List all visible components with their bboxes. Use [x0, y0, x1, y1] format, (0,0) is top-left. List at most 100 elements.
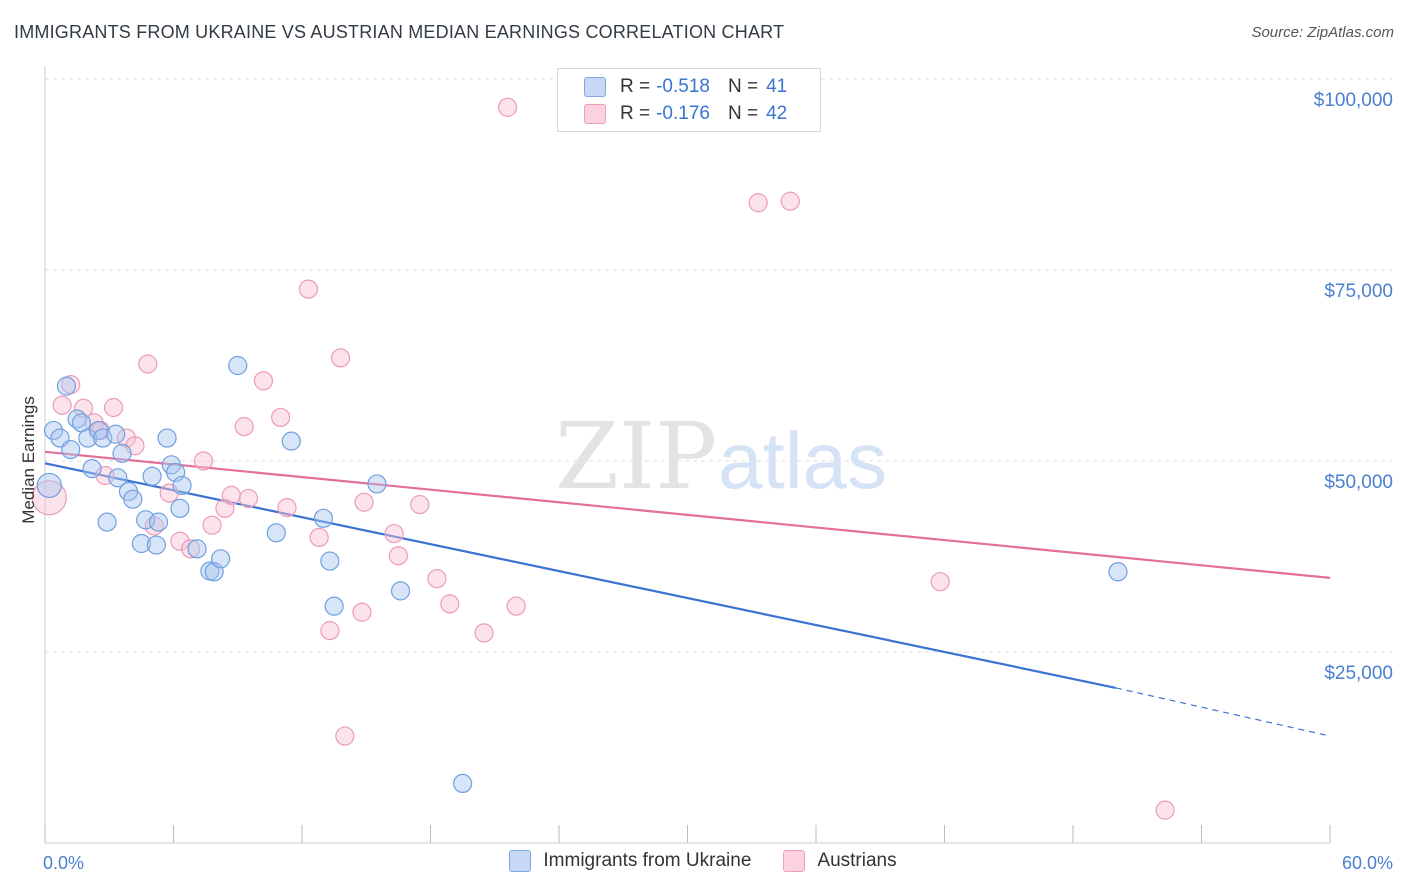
point-ukraine [146, 535, 166, 555]
point-ukraine [320, 551, 340, 571]
point-austrians [298, 279, 319, 299]
point-ukraine [211, 549, 231, 569]
point-ukraine [266, 523, 286, 543]
point-austrians [330, 348, 351, 368]
legend-swatch-ukraine [584, 77, 606, 97]
point-austrians [138, 354, 158, 374]
axes: $25,000 $50,000 $75,000 $100,000 0.0% 60.0% [43, 66, 1393, 873]
legend-n-value: 42 [766, 103, 788, 124]
point-austrians [52, 395, 72, 415]
point-ukraine [123, 489, 143, 509]
trend-line-austrians [44, 450, 1331, 579]
point-austrians [277, 498, 297, 518]
legend-r-value: -0.176 [656, 103, 710, 124]
legend-item-ukraine: Immigrants from Ukraine [509, 850, 751, 872]
legend-name-ukraine: Immigrants from Ukraine [543, 850, 752, 871]
point-ukraine [390, 581, 411, 601]
legend-name-austrians: Austrians [817, 850, 897, 871]
point-ukraine [142, 466, 162, 486]
legend-swatch-austrians [783, 850, 806, 872]
point-austrians [73, 398, 94, 418]
legend-r-value: -0.518 [656, 76, 710, 97]
legend-row-austrians: R = -0.176 N = 42 [558, 101, 787, 127]
point-austrians [474, 623, 494, 643]
legend-swatch-ukraine [509, 850, 532, 872]
watermark: ZIP atlas [555, 403, 887, 510]
point-ukraine [56, 376, 77, 396]
point-ukraine [36, 472, 62, 499]
legend-item-austrians: Austrians [783, 850, 897, 872]
legend-r-label: R = [620, 103, 651, 124]
point-austrians [498, 97, 518, 117]
chart-title: IMMIGRANTS FROM UKRAINE VS AUSTRIAN MEDI… [14, 22, 785, 42]
point-ukraine [281, 431, 301, 451]
point-austrians [335, 726, 355, 746]
point-ukraine [78, 428, 98, 448]
point-austrians [930, 572, 950, 592]
point-austrians [309, 527, 329, 548]
point-ukraine [82, 459, 102, 479]
point-ukraine [170, 498, 190, 518]
point-ukraine [228, 355, 248, 376]
point-ukraine [367, 474, 387, 494]
legend-r-label: R = [620, 76, 651, 97]
y-tick-label: $75,000 [1324, 281, 1393, 302]
point-austrians [320, 621, 340, 641]
x-tick-label: 0.0% [43, 853, 84, 873]
point-ukraine [131, 533, 151, 554]
y-tick-label: $100,000 [1314, 90, 1393, 111]
point-austrians [388, 546, 408, 566]
x-tick-label: 60.0% [1342, 853, 1393, 873]
data-points [31, 97, 1175, 820]
y-axis-label: Median Earnings [19, 396, 38, 524]
point-austrians [181, 539, 201, 559]
legend-row-ukraine: R = -0.518 N = 41 [558, 74, 787, 100]
legend-n-label: N = [727, 103, 759, 124]
legend-n-value: 41 [766, 76, 788, 97]
point-austrians [103, 397, 124, 418]
point-austrians [506, 596, 526, 616]
point-ukraine [43, 420, 64, 441]
point-ukraine [187, 539, 207, 559]
point-austrians [748, 193, 768, 213]
trend-line-ukraine-extension [1115, 687, 1331, 737]
y-tick-label: $25,000 [1324, 663, 1393, 684]
point-austrians [253, 371, 274, 391]
point-ukraine [313, 508, 334, 528]
point-ukraine [453, 773, 473, 794]
point-austrians [202, 515, 222, 535]
y-tick-label: $50,000 [1324, 472, 1393, 493]
legend-n-label: N = [727, 76, 759, 97]
point-austrians [193, 451, 214, 471]
point-austrians [427, 569, 447, 589]
series-legend: Immigrants from Ukraine Austrians [0, 850, 1406, 872]
source-label: Source: ZipAtlas.com [1251, 24, 1394, 41]
point-austrians [440, 594, 460, 614]
legend-swatch-austrians [584, 104, 606, 124]
point-austrians [238, 488, 259, 509]
point-ukraine [112, 443, 132, 463]
point-austrians [234, 417, 254, 437]
point-austrians [352, 602, 372, 622]
point-austrians [1155, 800, 1175, 820]
point-austrians [270, 407, 291, 428]
point-austrians [170, 531, 190, 551]
point-ukraine [108, 468, 128, 488]
point-austrians [410, 494, 430, 515]
correlation-legend: R = -0.518 N = 41 R = -0.176 N = 42 [557, 68, 821, 132]
point-ukraine [97, 512, 117, 532]
point-ukraine [1108, 562, 1128, 582]
point-austrians [780, 191, 800, 211]
watermark-atlas: atlas [718, 416, 887, 505]
point-ukraine [172, 475, 192, 496]
point-austrians [221, 485, 241, 505]
point-ukraine [61, 439, 81, 460]
point-ukraine [157, 428, 177, 448]
point-ukraine [106, 424, 126, 444]
point-ukraine [148, 512, 169, 532]
point-austrians [354, 492, 374, 512]
point-austrians [384, 523, 404, 544]
point-ukraine [93, 428, 113, 448]
point-ukraine [324, 596, 344, 616]
